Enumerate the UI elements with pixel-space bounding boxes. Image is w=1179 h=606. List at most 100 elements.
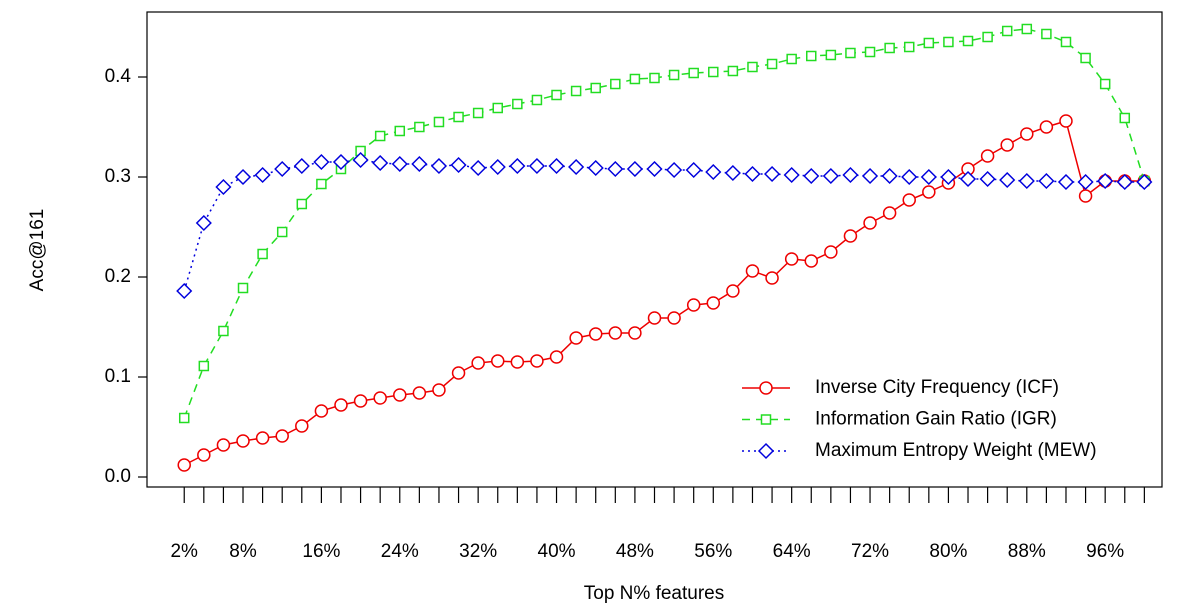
y-axis-label: Acc@161 — [27, 209, 48, 292]
y-tick-label: 0.1 — [105, 366, 131, 387]
data-point — [1039, 120, 1054, 134]
data-point — [726, 284, 740, 298]
data-point — [587, 159, 604, 177]
data-point — [177, 458, 191, 472]
data-point — [588, 327, 603, 341]
x-tick-label: 72% — [851, 541, 889, 562]
legend-marker — [760, 414, 772, 425]
data-point — [569, 331, 583, 345]
data-point — [198, 360, 210, 372]
data-point — [316, 178, 327, 190]
data-point — [218, 325, 229, 337]
data-point — [824, 245, 838, 259]
data-point — [334, 398, 348, 412]
data-point — [863, 216, 877, 230]
data-point — [372, 154, 389, 172]
y-tick-label: 0.0 — [105, 466, 131, 487]
data-point — [492, 102, 503, 114]
data-point — [293, 157, 310, 175]
data-point — [1000, 138, 1014, 152]
data-point — [764, 165, 781, 183]
data-point — [943, 36, 954, 48]
data-point — [215, 178, 232, 196]
data-point — [450, 156, 467, 174]
data-point — [1001, 25, 1013, 37]
x-tick-label: 48% — [616, 541, 654, 562]
data-point — [882, 206, 897, 220]
data-point — [959, 170, 977, 188]
data-point — [296, 198, 308, 210]
data-point — [667, 311, 681, 325]
data-point — [548, 157, 565, 175]
data-point — [1099, 78, 1111, 90]
data-point — [531, 94, 543, 106]
x-tick-label: 16% — [302, 541, 340, 562]
data-point — [451, 366, 466, 380]
data-point — [234, 168, 252, 186]
data-point — [783, 166, 800, 184]
data-point — [864, 46, 876, 58]
data-point — [295, 419, 309, 433]
data-point — [1041, 28, 1052, 40]
data-point — [766, 58, 778, 70]
data-point — [980, 149, 995, 163]
data-point — [314, 404, 329, 418]
data-point — [490, 354, 505, 368]
data-point — [922, 185, 936, 199]
data-point — [708, 66, 719, 78]
data-point — [274, 160, 291, 178]
data-point — [1116, 173, 1133, 191]
data-point — [923, 37, 935, 49]
data-point — [1078, 189, 1093, 203]
data-point — [353, 394, 368, 408]
data-point — [747, 61, 758, 73]
data-point — [784, 252, 799, 266]
data-point — [706, 296, 721, 310]
data-point — [489, 158, 506, 176]
data-point — [453, 111, 464, 123]
data-point — [982, 31, 993, 43]
data-point — [647, 311, 662, 325]
data-point — [551, 89, 562, 101]
data-point — [433, 116, 445, 128]
legend-label: Maximum Entropy Weight (MEW) — [815, 440, 1097, 461]
data-point — [471, 356, 485, 370]
data-point — [649, 72, 660, 84]
data-point — [275, 429, 289, 443]
data-point — [391, 155, 408, 173]
data-point — [332, 153, 350, 171]
data-point — [845, 47, 856, 59]
data-point — [705, 163, 722, 181]
data-point — [1057, 173, 1075, 191]
data-point — [685, 161, 702, 179]
data-point — [570, 85, 582, 97]
data-point — [528, 157, 545, 175]
data-point — [393, 388, 407, 402]
data-point — [414, 121, 425, 133]
data-point — [610, 78, 621, 90]
data-point — [195, 214, 212, 232]
data-point — [999, 171, 1016, 189]
legend-label: Inverse City Frequency (ICF) — [815, 377, 1059, 398]
x-tick-label: 40% — [538, 541, 576, 562]
x-tick-label: 56% — [694, 541, 732, 562]
data-point — [254, 166, 271, 184]
data-point — [430, 157, 448, 175]
data-point — [257, 248, 268, 260]
data-point — [1018, 172, 1035, 190]
x-tick-label: 64% — [773, 541, 811, 562]
y-tick-label: 0.2 — [105, 266, 131, 287]
data-point — [1080, 52, 1091, 64]
data-point — [608, 326, 623, 340]
data-point — [825, 49, 837, 61]
data-point — [411, 155, 428, 173]
y-tick-label: 0.3 — [105, 166, 131, 187]
data-point — [178, 412, 190, 424]
x-tick-label: 8% — [229, 541, 257, 562]
data-point — [590, 82, 601, 94]
data-point — [881, 167, 898, 185]
legend-label: Information Gain Ratio (IGR) — [815, 409, 1057, 430]
data-point — [236, 434, 250, 448]
data-point — [901, 168, 918, 186]
